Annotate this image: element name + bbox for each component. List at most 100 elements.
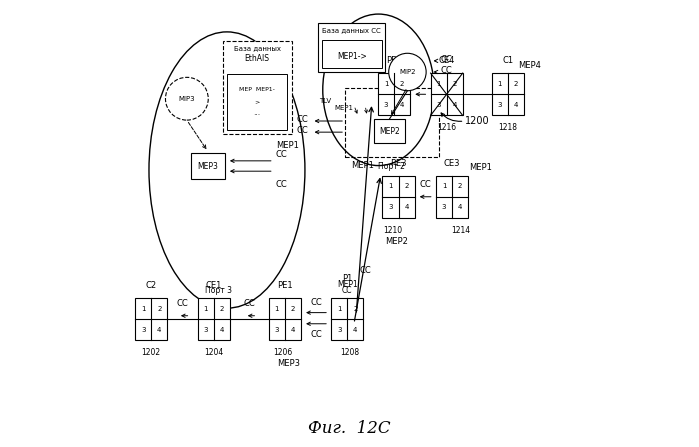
Text: 1212: 1212 <box>384 123 403 132</box>
Bar <box>378 73 410 115</box>
Text: RE3: RE3 <box>390 159 407 168</box>
Text: 3: 3 <box>384 102 388 108</box>
Text: 3: 3 <box>203 327 208 333</box>
Bar <box>322 40 382 68</box>
Bar <box>431 73 463 115</box>
Text: C1: C1 <box>502 56 513 65</box>
Text: 1: 1 <box>388 183 393 189</box>
Text: 3: 3 <box>442 204 446 211</box>
Text: CC: CC <box>342 286 352 295</box>
Text: MIP3: MIP3 <box>178 96 195 102</box>
Text: TLV: TLV <box>319 98 331 104</box>
Text: 4: 4 <box>219 327 224 333</box>
Text: 1204: 1204 <box>204 349 223 358</box>
Text: CC: CC <box>177 299 188 308</box>
Text: 3: 3 <box>141 327 145 333</box>
Text: 4: 4 <box>291 327 295 333</box>
Text: 2: 2 <box>514 81 518 87</box>
Text: 3: 3 <box>436 102 441 108</box>
Text: MEP3: MEP3 <box>277 359 300 368</box>
Text: 4: 4 <box>353 327 357 333</box>
Text: 2: 2 <box>219 306 224 312</box>
Text: >: > <box>254 99 259 104</box>
Bar <box>382 176 415 218</box>
Text: 1200: 1200 <box>466 116 490 126</box>
Text: 3: 3 <box>275 327 279 333</box>
Text: 1: 1 <box>337 306 342 312</box>
Text: PE1: PE1 <box>277 281 293 290</box>
Bar <box>269 298 301 341</box>
Text: 1208: 1208 <box>340 349 359 358</box>
Text: 2: 2 <box>291 306 295 312</box>
Text: MEP1: MEP1 <box>352 161 374 170</box>
Text: 1216: 1216 <box>437 123 456 132</box>
Text: 4: 4 <box>157 327 161 333</box>
Text: EthAIS: EthAIS <box>245 54 270 63</box>
Text: CC: CC <box>276 180 288 189</box>
Text: MEP4: MEP4 <box>518 61 540 70</box>
Text: ...: ... <box>254 108 261 118</box>
Text: CC: CC <box>419 180 431 189</box>
Text: CC: CC <box>441 66 452 75</box>
Text: 1: 1 <box>384 81 388 87</box>
Text: PE4: PE4 <box>387 56 402 65</box>
Text: 1: 1 <box>203 306 208 312</box>
Text: 1: 1 <box>436 81 441 87</box>
Text: MEP1->: MEP1-> <box>337 52 366 61</box>
Text: MEP1: MEP1 <box>337 280 358 289</box>
Text: Порт 2: Порт 2 <box>378 162 405 171</box>
Text: 4: 4 <box>404 204 409 211</box>
Text: 1: 1 <box>498 81 502 87</box>
Text: Фиг.  12C: Фиг. 12C <box>308 420 391 438</box>
Text: 1210: 1210 <box>384 226 403 235</box>
Text: CC: CC <box>310 330 322 339</box>
Bar <box>227 74 287 130</box>
Text: MEP  MEP1-: MEP MEP1- <box>239 87 275 92</box>
Circle shape <box>389 53 426 91</box>
Text: MEP1: MEP1 <box>276 141 299 150</box>
Bar <box>318 23 385 72</box>
Text: 4: 4 <box>400 102 404 108</box>
Bar <box>374 119 405 143</box>
Circle shape <box>166 77 208 120</box>
Text: 3: 3 <box>388 204 393 211</box>
Text: 2: 2 <box>353 306 357 312</box>
Text: MEP2: MEP2 <box>380 127 400 135</box>
Bar <box>436 176 468 218</box>
Text: 4: 4 <box>514 102 518 108</box>
Text: База данных: База данных <box>233 45 280 51</box>
Bar <box>491 73 524 115</box>
Text: CC: CC <box>243 299 255 308</box>
Text: 3: 3 <box>498 102 502 108</box>
Text: CC: CC <box>441 55 452 64</box>
Text: MIP2: MIP2 <box>399 69 416 75</box>
Text: 4: 4 <box>458 204 462 211</box>
Text: 2: 2 <box>400 81 404 87</box>
Bar <box>135 298 167 341</box>
Bar <box>222 41 291 135</box>
Text: CE4: CE4 <box>438 56 455 65</box>
Text: MEP1: MEP1 <box>470 163 492 172</box>
Text: Порт 3: Порт 3 <box>205 286 231 295</box>
Text: 1206: 1206 <box>273 349 292 358</box>
Text: 2: 2 <box>452 81 457 87</box>
Text: CE3: CE3 <box>444 159 460 168</box>
Text: 1: 1 <box>141 306 145 312</box>
Text: C2: C2 <box>145 281 157 290</box>
Text: CC: CC <box>297 127 308 135</box>
Text: CE1: CE1 <box>206 281 222 290</box>
Text: CC: CC <box>310 298 322 307</box>
Text: MEP3: MEP3 <box>198 161 219 170</box>
Text: 1: 1 <box>442 183 446 189</box>
Bar <box>192 153 225 179</box>
Text: CC: CC <box>276 150 288 159</box>
Text: 2: 2 <box>458 183 462 189</box>
Bar <box>198 298 230 341</box>
Text: 1202: 1202 <box>142 349 161 358</box>
Text: CC: CC <box>359 266 371 275</box>
Text: 2: 2 <box>404 183 409 189</box>
Text: P1: P1 <box>342 274 352 283</box>
Text: 1218: 1218 <box>498 123 517 132</box>
Bar <box>331 298 363 341</box>
Text: CC: CC <box>297 115 308 124</box>
